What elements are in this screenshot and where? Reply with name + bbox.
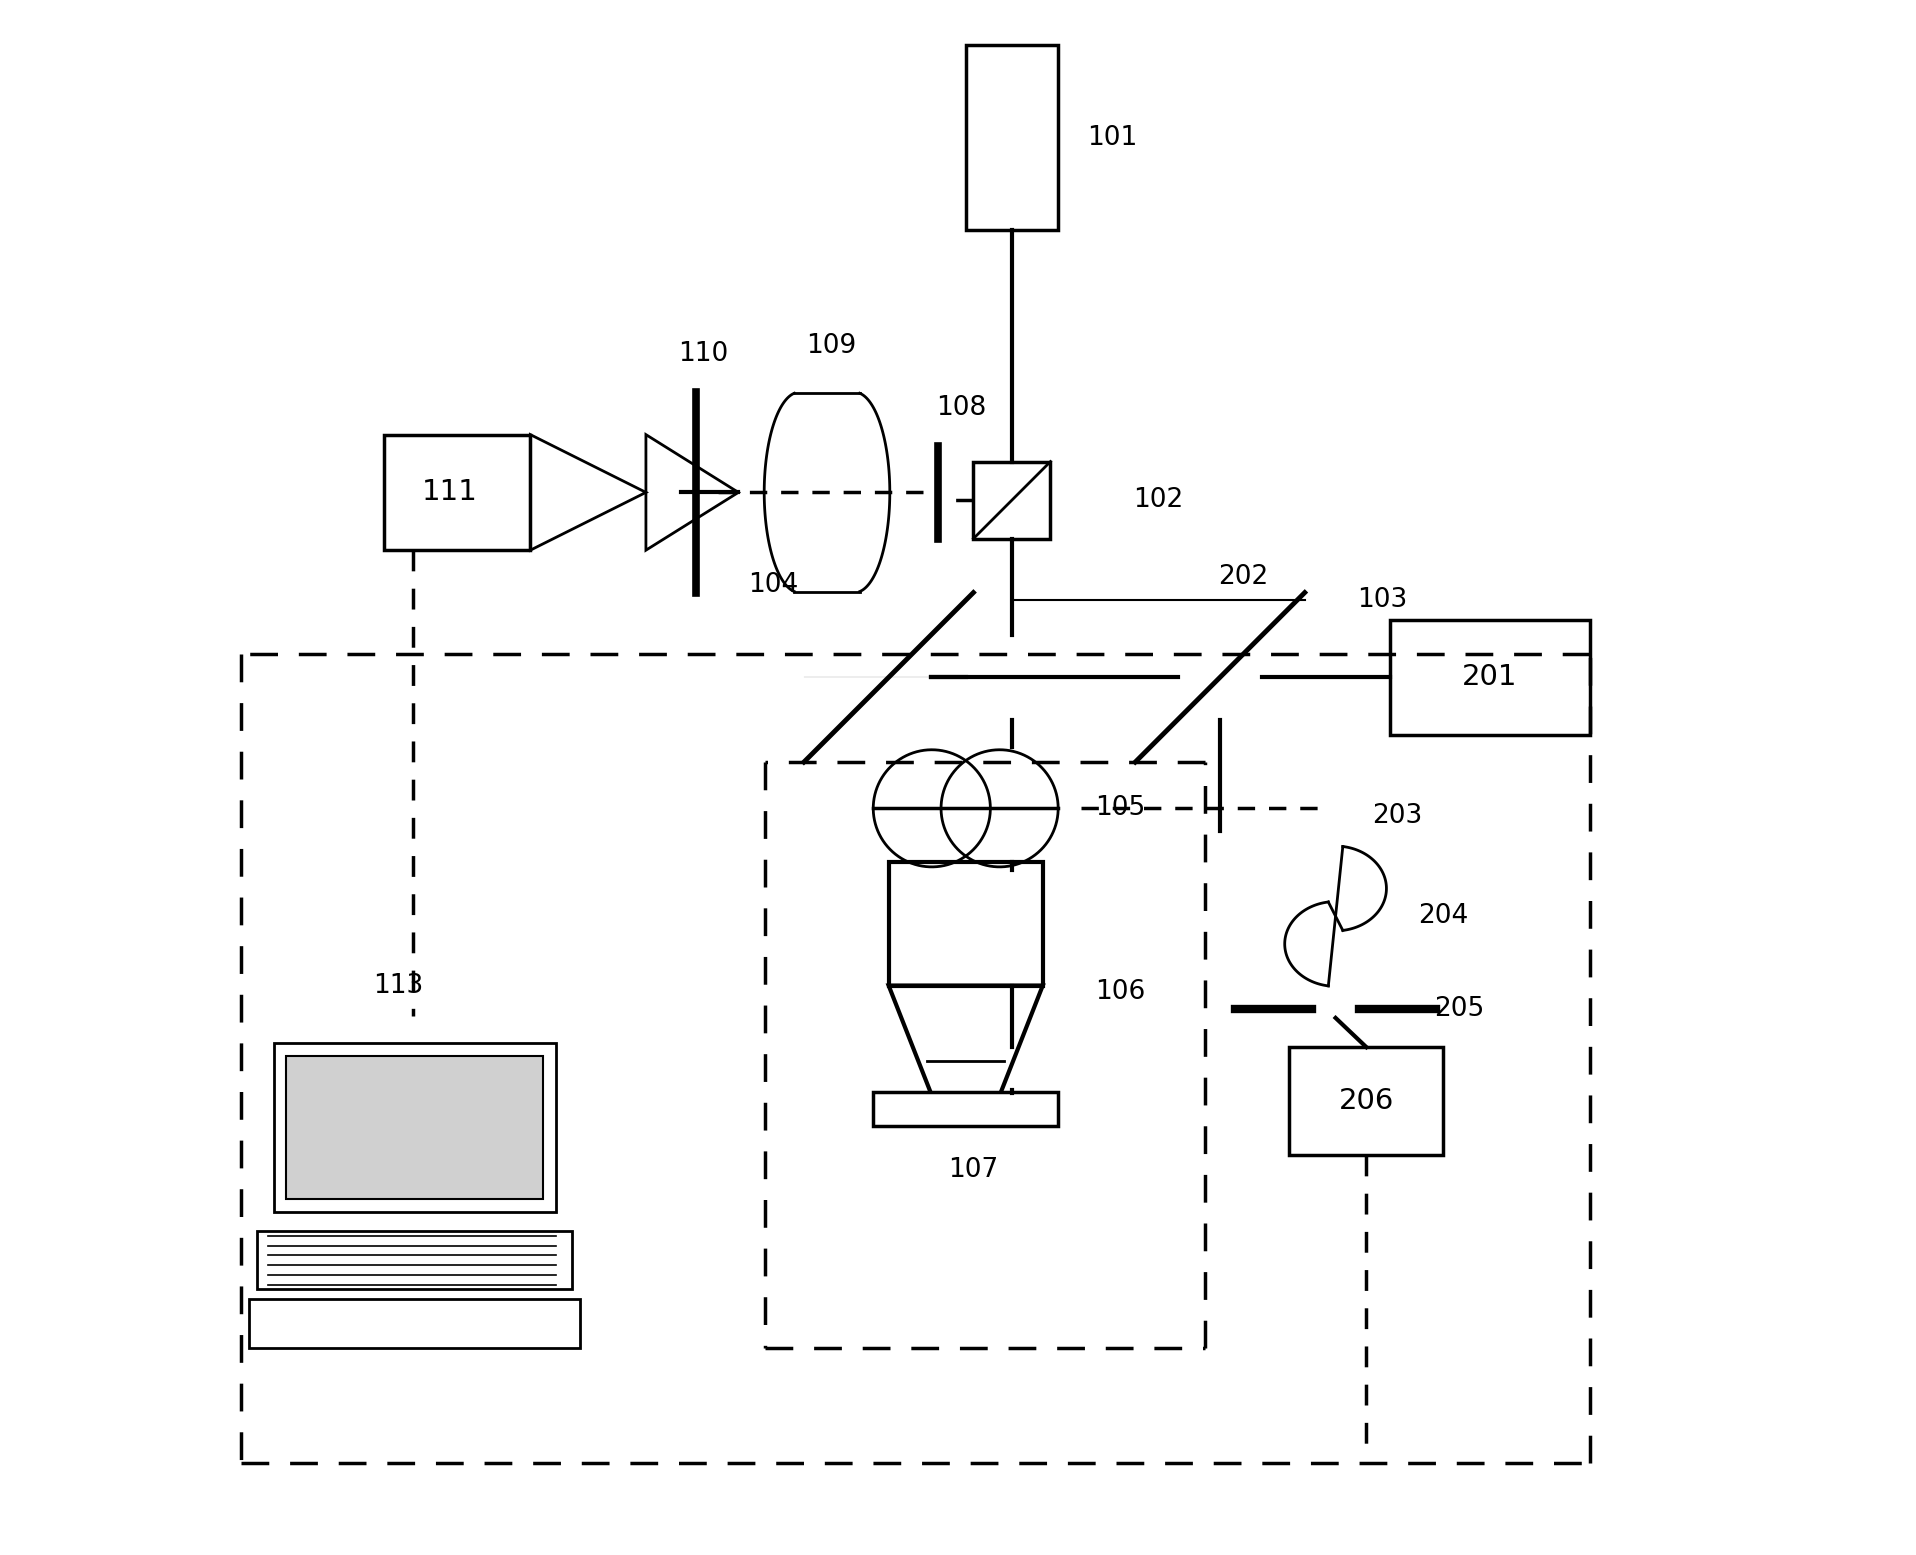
Text: 101: 101 bbox=[1086, 124, 1138, 151]
Text: 105: 105 bbox=[1094, 795, 1146, 821]
Bar bbox=[249, 1298, 581, 1348]
Text: 113: 113 bbox=[374, 972, 423, 998]
Text: 110: 110 bbox=[678, 341, 728, 367]
Text: 111: 111 bbox=[422, 479, 477, 507]
Text: 108: 108 bbox=[935, 395, 987, 421]
Text: 107: 107 bbox=[948, 1157, 998, 1183]
Text: 203: 203 bbox=[1372, 802, 1422, 829]
Text: 104: 104 bbox=[747, 572, 799, 597]
Text: 109: 109 bbox=[807, 333, 856, 359]
Text: 204: 204 bbox=[1418, 903, 1468, 930]
Text: 205: 205 bbox=[1433, 995, 1485, 1022]
Text: 106: 106 bbox=[1094, 978, 1146, 1005]
Text: 201: 201 bbox=[1462, 664, 1517, 692]
Bar bbox=[874, 1092, 1058, 1126]
Bar bbox=[274, 1043, 556, 1211]
Bar bbox=[383, 434, 531, 550]
Bar bbox=[1389, 619, 1590, 736]
Text: 202: 202 bbox=[1219, 564, 1268, 591]
Bar bbox=[973, 462, 1050, 538]
Bar bbox=[966, 45, 1058, 230]
Bar bbox=[1289, 1047, 1443, 1155]
Text: 102: 102 bbox=[1132, 487, 1184, 513]
Bar bbox=[285, 1056, 544, 1199]
Bar bbox=[257, 1232, 573, 1289]
Text: 103: 103 bbox=[1357, 588, 1406, 613]
Bar bbox=[889, 863, 1042, 986]
Text: 206: 206 bbox=[1339, 1087, 1395, 1115]
